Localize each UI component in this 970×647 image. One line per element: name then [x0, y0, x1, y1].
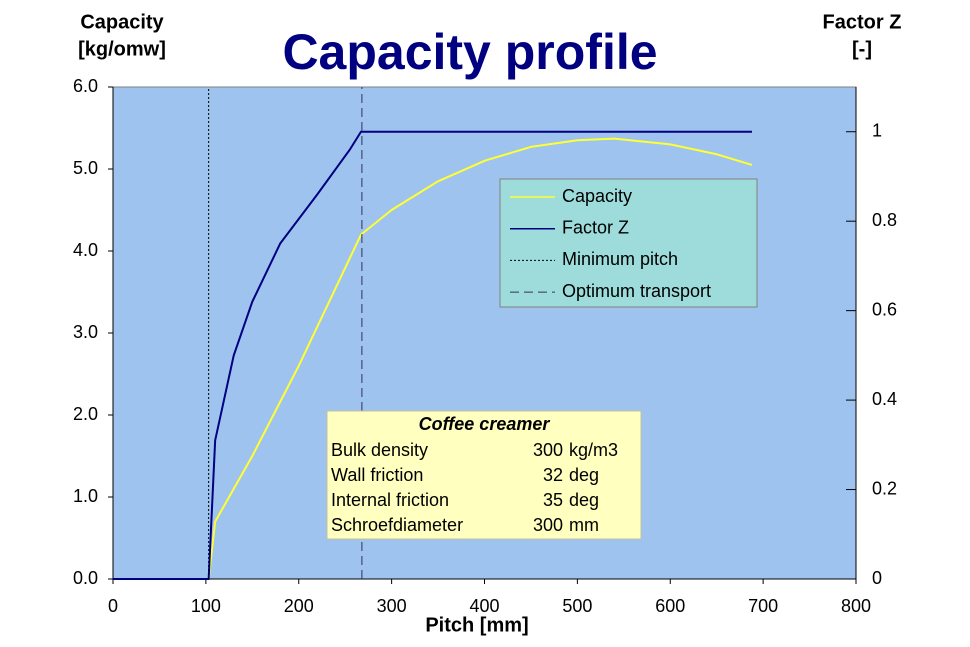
y2-tick-label: 1: [872, 120, 882, 140]
info-title: Coffee creamer: [419, 414, 551, 434]
y2-tick-label: 0.8: [872, 210, 897, 230]
y-tick-label: 0.0: [73, 568, 98, 588]
y2-tick-label: 0.4: [872, 389, 897, 409]
y-axis-label: [kg/omw]: [78, 38, 166, 60]
y-tick-label: 2.0: [73, 404, 98, 424]
info-box-bg: [326, 410, 642, 540]
x-tick-label: 400: [469, 596, 499, 616]
x-tick-label: 600: [655, 596, 685, 616]
chart-title: Capacity profile: [282, 24, 657, 80]
info-label: Wall friction: [331, 465, 423, 485]
legend-box: [499, 178, 758, 308]
x-axis-label: Pitch [mm]: [425, 614, 528, 636]
legend-label: Minimum pitch: [562, 249, 678, 269]
info-unit: mm: [569, 515, 599, 535]
legend-label: Factor Z: [562, 217, 629, 237]
x-tick-label: 200: [284, 596, 314, 616]
x-tick-label: 300: [377, 596, 407, 616]
info-unit: deg: [569, 490, 599, 510]
x-tick-label: 100: [191, 596, 221, 616]
info-value: 300: [533, 515, 563, 535]
info-unit: kg/m3: [569, 440, 618, 460]
y-axis-label: Capacity: [80, 11, 164, 33]
legend: Capacity Factor Z Minimum pitch Optimum tra…: [499, 178, 758, 308]
series-line: [113, 137, 753, 580]
legend-label: Capacity: [562, 186, 632, 206]
y2-axis-label: Factor Z: [823, 11, 902, 33]
info-value: 300: [533, 440, 563, 460]
info-value: 35: [543, 490, 563, 510]
x-tick-label: 800: [841, 596, 871, 616]
legend-label: Optimum transport: [562, 281, 711, 301]
info-label: Internal friction: [331, 490, 449, 510]
y2-tick-label: 0.2: [872, 478, 897, 498]
info-unit: deg: [569, 465, 599, 485]
y-tick-label: 4.0: [73, 240, 98, 260]
info-label: Schroefdiameter: [331, 515, 463, 535]
x-tick-label: 700: [748, 596, 778, 616]
y2-tick-label: 0.6: [872, 299, 897, 319]
y2-tick-label: 0: [872, 568, 882, 588]
info-box: Coffee creamer Bulk density 300 kg/m3 Wall f…: [326, 410, 642, 540]
info-label: Bulk density: [331, 440, 428, 460]
y-tick-label: 5.0: [73, 158, 98, 178]
info-value: 32: [543, 465, 563, 485]
series-line: [113, 130, 752, 580]
y2-axis-label: [-]: [852, 38, 872, 60]
x-tick-label: 500: [562, 596, 592, 616]
y-tick-label: 6.0: [73, 76, 98, 96]
x-tick-label: 0: [108, 596, 118, 616]
y-tick-label: 1.0: [73, 486, 98, 506]
y-tick-label: 3.0: [73, 322, 98, 342]
